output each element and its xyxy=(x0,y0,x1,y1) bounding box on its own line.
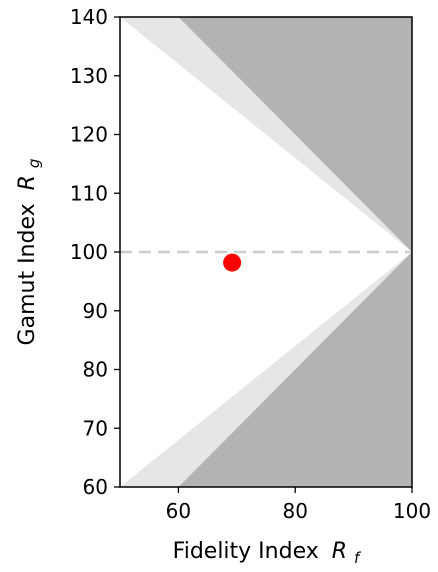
data-point-0 xyxy=(223,253,242,272)
y-tick-label-80: 80 xyxy=(83,358,108,382)
data-points xyxy=(223,253,242,272)
y-tick-label-100: 100 xyxy=(70,240,108,264)
inner-region xyxy=(120,17,412,487)
x-tick-label-100: 100 xyxy=(393,499,431,523)
x-axis-title-text: Fidelity Index xyxy=(173,539,319,564)
y-axis-title-subscript: g xyxy=(25,159,43,169)
y-axis-title: Gamut Index R g xyxy=(15,159,43,346)
x-axis-title-subscript: f xyxy=(354,549,362,567)
background-regions xyxy=(120,17,412,487)
x-tick-label-60: 60 xyxy=(166,499,191,523)
y-tick-label-60: 60 xyxy=(83,475,108,499)
y-tick-label-130: 130 xyxy=(70,64,108,88)
x-axis-title: Fidelity Index R f xyxy=(173,539,362,567)
x-tick-label-80: 80 xyxy=(282,499,307,523)
x-axis-title-symbol: R xyxy=(332,539,347,564)
y-axis-title-symbol: R xyxy=(15,175,40,190)
y-tick-label-70: 70 xyxy=(83,416,108,440)
y-axis-ticks: 60 70 80 90 100 110 120 130 140 xyxy=(70,5,120,499)
y-tick-label-140: 140 xyxy=(70,5,108,29)
y-tick-label-90: 90 xyxy=(83,299,108,323)
y-axis-title-text: Gamut Index xyxy=(15,203,40,345)
y-tick-label-120: 120 xyxy=(70,123,108,147)
y-tick-label-110: 110 xyxy=(70,181,108,205)
x-axis-ticks: 60 80 100 xyxy=(166,487,431,523)
